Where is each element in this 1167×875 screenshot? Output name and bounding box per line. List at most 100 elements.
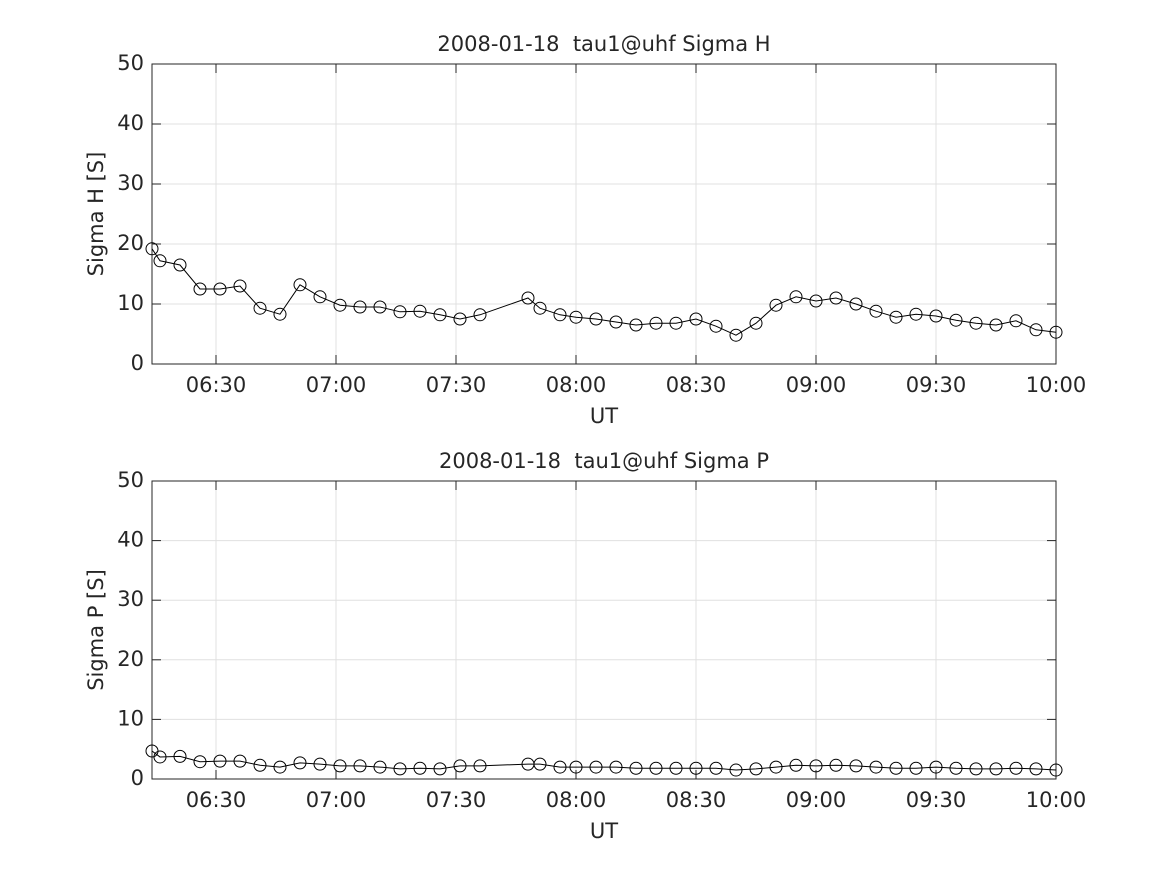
x-tick-label: 08:30 [666,373,727,397]
data-point [253,758,267,772]
data-point [273,307,287,321]
x-tick-label: 06:30 [186,373,247,397]
data-point [1049,325,1063,339]
x-tick-label: 09:00 [786,373,847,397]
data-point [1029,323,1043,337]
data-point [669,316,683,330]
data-point [293,756,307,770]
data-point [213,282,227,296]
data-point [709,319,723,333]
y-axis-label: Sigma P [S] [84,569,108,691]
series-line [151,248,1057,336]
chart-title: 2008-01-18 tau1@uhf Sigma H [437,32,770,56]
data-point [969,762,983,776]
data-point [649,761,663,775]
y-axis-label: Sigma H [S] [84,152,108,277]
y-tick-label: 0 [131,766,144,790]
x-tick-label: 09:00 [786,788,847,812]
x-tick-label: 10:00 [1026,788,1087,812]
plot-area [152,481,1056,779]
y-tick-label: 10 [117,706,144,730]
data-point [313,757,327,771]
data-point [749,316,763,330]
data-point [433,308,447,322]
x-tick-label: 06:30 [186,788,247,812]
x-tick-label: 09:30 [906,373,967,397]
data-point [849,297,863,311]
y-tick-label: 0 [131,351,144,375]
data-point [629,761,643,775]
data-point [193,755,207,769]
data-point [153,750,167,764]
data-point [273,760,287,774]
data-point [789,758,803,772]
data-point [413,761,427,775]
data-point [153,254,167,268]
data-point [173,749,187,763]
data-point [729,763,743,777]
data-point [849,759,863,773]
y-tick-label: 50 [117,468,144,492]
data-point [769,760,783,774]
data-point [589,760,603,774]
data-point [1009,761,1023,775]
data-point [373,760,387,774]
data-point [473,308,487,322]
data-point [393,762,407,776]
data-point [769,298,783,312]
data-point [829,291,843,305]
x-tick-label: 08:00 [546,788,607,812]
data-point [909,307,923,321]
data-point [393,305,407,319]
data-point [233,754,247,768]
chart-title: 2008-01-18 tau1@uhf Sigma P [439,449,769,473]
data-point [609,760,623,774]
x-tick-label: 07:30 [426,373,487,397]
data-point [293,278,307,292]
data-point [809,294,823,308]
data-point [1049,763,1063,777]
data-point [533,757,547,771]
x-axis-label: UT [590,404,618,428]
y-tick-label: 50 [117,51,144,75]
data-point [453,312,467,326]
data-point [521,291,535,305]
data-point [413,304,427,318]
y-tick-label: 30 [117,171,144,195]
data-point [889,761,903,775]
data-point [569,760,583,774]
data-point [749,762,763,776]
data-point [333,298,347,312]
data-point [689,761,703,775]
data-point [313,290,327,304]
data-point [333,759,347,773]
x-tick-label: 09:30 [906,788,967,812]
data-point [193,282,207,296]
y-tick-label: 40 [117,528,144,552]
data-point [373,300,387,314]
data-point [233,279,247,293]
data-point [929,760,943,774]
data-point [553,760,567,774]
data-point [1009,314,1023,328]
data-point [353,300,367,314]
data-point [629,318,643,332]
data-point [569,310,583,324]
data-point [729,328,743,342]
data-point [889,310,903,324]
data-point [869,760,883,774]
data-point [553,308,567,322]
y-tick-label: 20 [117,231,144,255]
x-axis-label: UT [590,819,618,843]
x-tick-label: 07:30 [426,788,487,812]
series-line [151,750,1057,771]
data-point [949,313,963,327]
plot-area [152,64,1056,364]
data-point [253,301,267,315]
data-point [989,762,1003,776]
y-tick-label: 40 [117,111,144,135]
data-point [689,312,703,326]
data-point [173,258,187,272]
data-point [433,762,447,776]
